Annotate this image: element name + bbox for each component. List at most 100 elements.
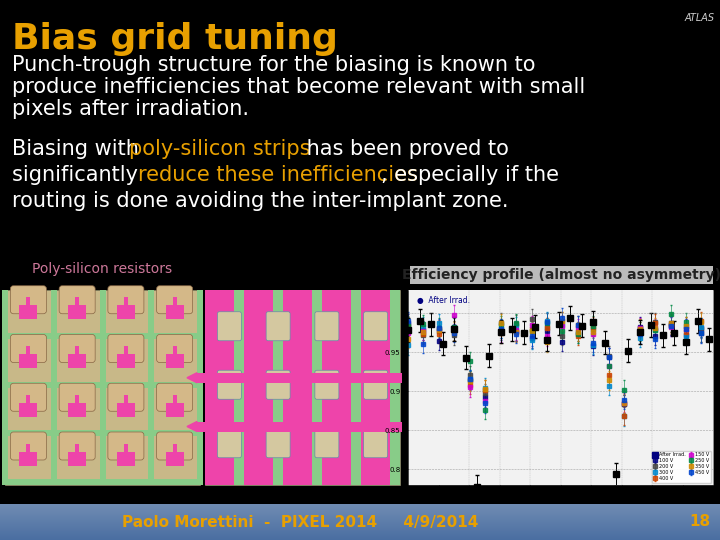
FancyBboxPatch shape — [217, 370, 241, 399]
Bar — [0, 509, 720, 510]
Bar — [0, 534, 720, 535]
Bar — [124, 297, 128, 305]
FancyBboxPatch shape — [108, 286, 144, 314]
Bar — [27, 297, 30, 305]
Bar — [117, 305, 135, 319]
FancyBboxPatch shape — [108, 432, 144, 460]
Bar — [0, 539, 720, 540]
Bar — [124, 395, 128, 403]
Bar — [0, 527, 720, 528]
Bar — [0, 526, 720, 527]
Bar — [205, 290, 400, 485]
Bar — [2, 290, 8, 485]
Text: ATLAS: ATLAS — [685, 13, 715, 23]
Bar — [0, 517, 720, 518]
Bar — [0, 515, 720, 516]
Bar — [197, 422, 402, 431]
FancyBboxPatch shape — [364, 370, 387, 399]
Bar — [27, 443, 30, 451]
Text: routing is done avoiding the inter-implant zone.: routing is done avoiding the inter-impla… — [12, 191, 508, 211]
Bar — [0, 506, 720, 507]
FancyBboxPatch shape — [10, 334, 46, 362]
FancyBboxPatch shape — [266, 429, 290, 458]
Bar — [68, 451, 86, 465]
FancyBboxPatch shape — [10, 432, 46, 460]
Bar — [173, 443, 176, 451]
FancyBboxPatch shape — [266, 370, 290, 399]
Text: significantly: significantly — [12, 165, 145, 185]
Bar — [408, 290, 713, 485]
Text: Efficiency profile (almost no asymmetry): Efficiency profile (almost no asymmetry) — [402, 268, 720, 282]
Bar — [197, 373, 402, 383]
Bar — [0, 514, 720, 515]
Bar — [0, 531, 720, 532]
FancyBboxPatch shape — [364, 312, 387, 341]
Bar — [0, 528, 720, 529]
Text: 18: 18 — [690, 515, 711, 530]
Bar — [0, 504, 720, 505]
Polygon shape — [187, 373, 197, 383]
Bar — [124, 443, 128, 451]
Bar — [117, 354, 135, 368]
Polygon shape — [187, 422, 197, 431]
FancyBboxPatch shape — [315, 312, 339, 341]
Text: Paolo Morettini  -  PIXEL 2014     4/9/2014: Paolo Morettini - PIXEL 2014 4/9/2014 — [122, 515, 478, 530]
FancyBboxPatch shape — [157, 286, 193, 314]
Bar — [0, 518, 720, 519]
Bar — [0, 521, 720, 522]
Bar — [0, 505, 720, 506]
Bar — [68, 403, 86, 417]
Bar — [322, 290, 351, 485]
Bar — [166, 305, 184, 319]
Text: has been proved to: has been proved to — [300, 139, 509, 159]
FancyBboxPatch shape — [157, 383, 193, 411]
Bar — [361, 290, 390, 485]
Bar — [173, 297, 176, 305]
Bar — [0, 529, 720, 530]
Text: Bias grid tuning: Bias grid tuning — [12, 22, 338, 56]
FancyBboxPatch shape — [59, 286, 95, 314]
Bar — [0, 536, 720, 537]
Bar — [27, 395, 30, 403]
Bar — [0, 510, 720, 511]
Bar — [99, 290, 106, 485]
Bar — [117, 451, 135, 465]
Bar — [19, 305, 37, 319]
Bar — [27, 346, 30, 354]
Bar — [19, 451, 37, 465]
Bar — [351, 290, 361, 485]
Text: ●  After Irrad.: ● After Irrad. — [417, 296, 470, 305]
Bar — [5, 381, 200, 388]
Bar — [274, 290, 283, 485]
FancyBboxPatch shape — [10, 383, 46, 411]
Bar — [173, 346, 176, 354]
Bar — [0, 533, 720, 534]
Bar — [75, 297, 79, 305]
Bar — [0, 532, 720, 533]
Text: Poly-silicon resistors: Poly-silicon resistors — [32, 262, 173, 276]
Bar — [197, 290, 203, 485]
Bar — [283, 290, 312, 485]
Bar — [148, 290, 154, 485]
FancyBboxPatch shape — [266, 312, 290, 341]
Bar — [0, 537, 720, 538]
Bar — [166, 403, 184, 417]
Text: Punch-trough structure for the biasing is known to: Punch-trough structure for the biasing i… — [12, 55, 536, 75]
Bar — [0, 511, 720, 512]
FancyBboxPatch shape — [108, 383, 144, 411]
Bar — [5, 430, 200, 436]
Text: produce inefficiencies that become relevant with small: produce inefficiencies that become relev… — [12, 77, 585, 97]
Bar — [0, 522, 720, 523]
Bar — [166, 354, 184, 368]
Bar — [390, 290, 400, 485]
Bar — [5, 290, 200, 485]
FancyBboxPatch shape — [59, 383, 95, 411]
Bar — [234, 290, 244, 485]
Bar — [166, 451, 184, 465]
Bar — [75, 346, 79, 354]
Bar — [68, 354, 86, 368]
Text: Biasing with: Biasing with — [12, 139, 145, 159]
FancyBboxPatch shape — [10, 286, 46, 314]
FancyBboxPatch shape — [59, 432, 95, 460]
Bar — [124, 346, 128, 354]
